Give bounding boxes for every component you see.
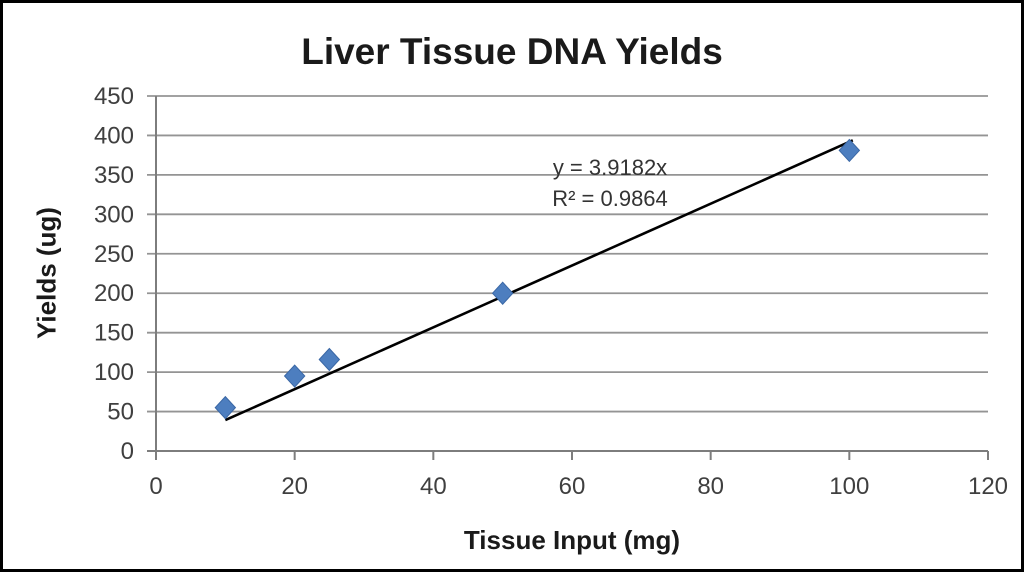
y-tick-label-150: 150 — [94, 320, 134, 347]
x-tick-label-40: 40 — [420, 473, 447, 500]
gridlines — [147, 95, 988, 452]
x-axis-title: Tissue Input (mg) — [463, 525, 681, 555]
x-tick-labels: 0 20 40 60 80 100 120 — [149, 473, 1008, 500]
x-tick-label-0: 0 — [149, 473, 162, 500]
trendline-label: y = 3.9182x R² = 0.9864 — [535, 152, 685, 214]
x-tick-label-80: 80 — [697, 473, 724, 500]
y-tick-label-100: 100 — [94, 359, 134, 386]
x-tick-label-20: 20 — [281, 473, 308, 500]
x-tick-marks — [155, 451, 989, 460]
data-points — [214, 138, 861, 420]
y-tick-label-250: 250 — [94, 241, 134, 268]
axes — [147, 96, 988, 460]
data-point-marker — [318, 347, 341, 372]
y-tick-label-300: 300 — [94, 201, 134, 228]
chart-title: Liver Tissue DNA Yields — [301, 31, 723, 72]
y-tick-labels: 0 50 100 150 200 250 300 350 400 450 — [94, 83, 134, 465]
trendline-group — [224, 139, 854, 422]
y-tick-label-50: 50 — [107, 399, 134, 426]
y-tick-label-350: 350 — [94, 162, 134, 189]
trendline-equation: y = 3.9182x — [552, 155, 668, 180]
trendline — [224, 139, 854, 422]
plot-area: 0 50 100 150 200 250 300 350 400 450 0 20 40 60 80 100 1… — [94, 83, 1008, 500]
x-tick-label-100: 100 — [829, 473, 869, 500]
y-tick-label-0: 0 — [121, 438, 134, 465]
data-point-marker — [491, 281, 514, 305]
y-tick-label-450: 450 — [94, 83, 134, 110]
x-tick-label-60: 60 — [559, 473, 586, 500]
trendline-r-squared: R² = 0.9864 — [552, 186, 668, 211]
data-point-marker — [214, 395, 237, 420]
x-tick-label-120: 120 — [968, 473, 1008, 500]
y-tick-label-200: 200 — [94, 280, 134, 307]
y-tick-label-400: 400 — [94, 122, 134, 149]
data-point-marker — [283, 364, 306, 388]
data-point-marker — [838, 138, 861, 163]
